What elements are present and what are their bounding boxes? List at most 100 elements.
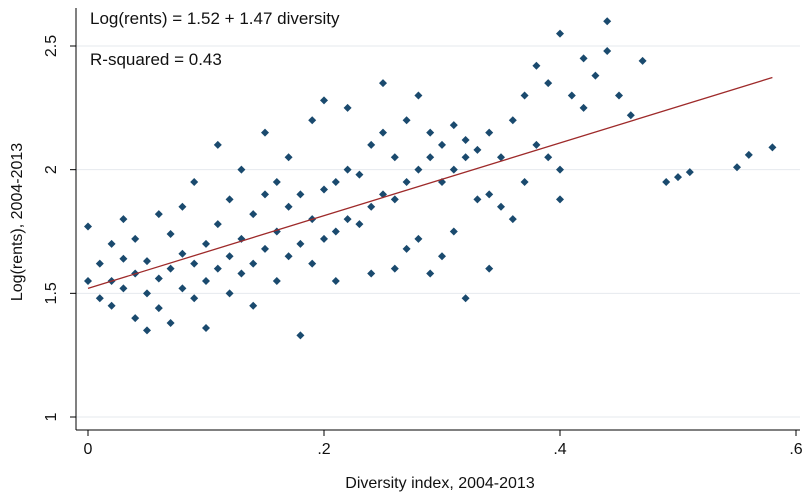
data-point [225,289,234,298]
data-point [615,91,623,100]
data-point [261,244,269,253]
data-point [190,259,199,268]
data-point [202,276,210,285]
data-point [402,116,411,125]
y-tick-label: 1.5 [43,282,60,304]
data-point [143,326,151,335]
data-point [402,178,411,187]
r-squared-annotation: R-squared = 0.43 [90,50,222,69]
data-point [733,163,741,172]
data-point [367,269,376,278]
data-point [520,91,529,100]
data-point [426,128,435,137]
data-point [449,227,458,236]
data-point [556,195,564,204]
data-point [685,168,694,177]
data-point [308,259,317,268]
data-point [390,153,399,162]
data-point [544,79,553,88]
data-point [143,257,151,266]
data-point [331,178,340,187]
data-point [249,210,258,219]
data-point [485,264,494,273]
data-point [674,173,682,182]
data-point [414,165,423,174]
data-point [426,153,435,162]
x-tick-label: .2 [317,441,330,458]
x-tick-label: 0 [84,441,93,458]
data-point [497,153,505,162]
data-point [225,195,234,204]
data-point [320,234,328,243]
data-point [190,178,199,187]
data-point [473,145,482,154]
data-point [556,165,564,174]
data-point [190,294,199,303]
data-point [107,301,116,310]
gridlines [76,45,800,418]
data-point [284,202,293,211]
data-point [367,140,376,149]
data-point [166,319,175,328]
data-point [131,234,140,243]
data-point [249,301,258,310]
data-point [261,190,269,199]
data-point [402,244,411,253]
data-point [390,195,399,204]
data-point [331,227,340,236]
y-tick-label: 2 [43,165,60,174]
data-point [544,153,553,162]
data-point [343,165,352,174]
data-point [237,165,246,174]
data-point [449,165,458,174]
data-point [461,153,470,162]
data-point [379,79,387,88]
data-point [461,135,470,144]
data-point [567,91,576,100]
data-point [154,210,163,219]
data-point [225,252,234,261]
data-point [662,178,671,187]
data-point [296,239,305,248]
data-point [579,103,588,112]
data-point [284,153,293,162]
data-point [202,323,210,332]
y-tick-label: 1 [43,412,60,421]
data-point [320,96,328,105]
equation-annotation: Log(rents) = 1.52 + 1.47 diversity [90,9,340,28]
data-point [296,190,305,199]
data-point [143,289,151,298]
data-point [520,178,529,187]
data-point [119,284,128,293]
data-point [603,17,612,26]
data-point [355,220,364,229]
y-tick-label: 2.5 [43,35,60,57]
data-point [532,140,541,149]
data-point [414,234,423,243]
data-point [485,190,494,199]
data-point [579,54,588,63]
data-point [166,264,175,273]
data-point [320,185,328,194]
data-point [331,276,340,285]
data-point [272,276,281,285]
data-point [213,264,222,273]
data-point [367,202,376,211]
data-point [261,128,269,137]
data-point [485,128,494,137]
fit-line [87,76,773,290]
data-point [343,215,352,224]
data-point [603,46,612,55]
data-point [95,259,104,268]
data-point [272,178,281,187]
data-point [438,140,446,149]
data-point [95,294,104,303]
data-point [414,91,423,100]
data-point [107,239,116,248]
data-point [355,170,364,179]
data-point [591,71,600,80]
data-point [84,276,92,285]
data-point [154,304,163,313]
data-point [508,116,517,125]
